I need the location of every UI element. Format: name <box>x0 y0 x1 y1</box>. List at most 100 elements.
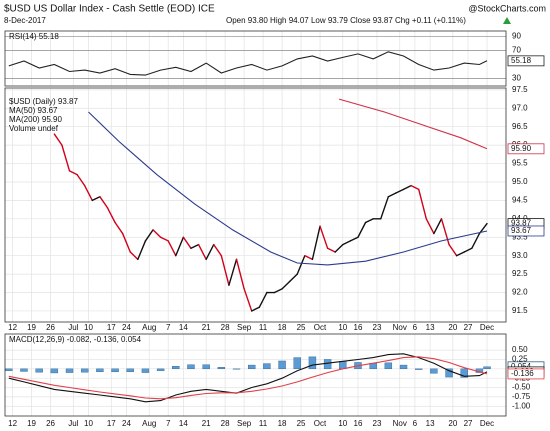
x-tick-label: 19 <box>27 323 36 332</box>
price-segment <box>84 184 93 202</box>
histogram-bar <box>35 368 43 373</box>
x-tick-label: 21 <box>202 323 211 332</box>
quote: Open 93.80 High 94.07 Low 93.79 Close 93… <box>226 16 466 25</box>
price-segment <box>448 243 458 257</box>
value-box <box>507 143 545 155</box>
price-segment <box>418 188 427 220</box>
y-tick-label: 95.0 <box>512 177 528 186</box>
histogram-bar <box>323 359 332 370</box>
value-box-label: 0.054 <box>511 362 532 371</box>
legend-entry: MA(50) 93.67 <box>9 106 58 115</box>
price-segment <box>121 232 131 253</box>
y-tick-label: 91.5 <box>512 306 528 315</box>
x-tick-label: Nov <box>393 419 407 428</box>
price-segment <box>106 207 116 224</box>
price-segment <box>410 184 420 191</box>
price-segment <box>235 258 245 290</box>
x-tick-label: 18 <box>278 323 287 332</box>
price-segment <box>364 218 374 224</box>
panel-legend: MACD(12,26,9) -0.082, -0.136, 0.054 <box>9 335 142 344</box>
x-tick-label: 17 <box>107 419 116 428</box>
x-tick-label: 10 <box>338 323 347 332</box>
x-tick-label: 21 <box>202 419 211 428</box>
x-tick-label: 10 <box>338 419 347 428</box>
price-segment <box>311 225 321 261</box>
y-tick-label: -0.75 <box>512 392 531 401</box>
x-tick-label: Jul <box>68 323 78 332</box>
series-line <box>338 98 488 150</box>
x-tick-label: 7 <box>166 323 171 332</box>
price-segment <box>334 243 344 253</box>
x-tick-label: Oct <box>314 323 327 332</box>
x-tick-label: Sep <box>237 323 252 332</box>
price-segment <box>455 251 465 257</box>
price-segment <box>220 254 230 286</box>
histogram-bar <box>263 363 271 370</box>
price-segment <box>243 288 253 312</box>
price-segment <box>114 221 124 235</box>
x-tick-label: Nov <box>393 323 407 332</box>
x-tick-label: Jul <box>68 419 78 428</box>
price-segment <box>99 196 109 209</box>
price-segment <box>326 247 336 253</box>
date: 8-Dec-2017 <box>4 16 46 25</box>
price-segment <box>205 243 215 261</box>
price-segment <box>463 247 473 253</box>
histogram-bar <box>308 356 317 370</box>
histogram-bar <box>430 368 438 374</box>
x-tick-label: 12 <box>8 419 17 428</box>
price-segment <box>296 254 306 275</box>
y-tick-label: 90 <box>512 31 521 40</box>
x-tick-label: 23 <box>373 323 382 332</box>
x-tick-label: Dec <box>480 323 494 332</box>
series-line <box>8 356 488 400</box>
x-tick-label: 25 <box>297 419 306 428</box>
price-segment <box>91 196 101 202</box>
x-tick-label: 24 <box>122 419 131 428</box>
x-tick-label: 12 <box>8 323 17 332</box>
x-tick-label: 6 <box>413 323 418 332</box>
price-segment <box>273 288 283 294</box>
x-tick-label: 7 <box>166 419 171 428</box>
x-tick-label: 27 <box>464 323 473 332</box>
price-segment <box>433 218 443 235</box>
x-tick-label: 25 <box>297 323 306 332</box>
histogram-bar <box>20 368 28 372</box>
x-tick-label: 13 <box>426 323 435 332</box>
chart-title: $USD US Dollar Index - Cash Settle (EOD)… <box>4 4 215 15</box>
x-tick-label: Sep <box>237 419 252 428</box>
histogram-bar <box>399 364 408 370</box>
y-tick-label: 93.0 <box>512 251 528 260</box>
price-segment <box>342 240 352 246</box>
price-segment <box>152 229 162 238</box>
y-tick-label: 92.0 <box>512 288 528 297</box>
histogram-bar <box>50 368 59 374</box>
value-box-label: 93.87 <box>511 219 532 228</box>
histogram-bar <box>339 361 347 370</box>
price-segment <box>258 291 268 308</box>
series-line <box>8 353 488 403</box>
price-segment <box>425 218 435 235</box>
histogram-bar <box>187 364 195 370</box>
x-tick-label: 11 <box>259 323 268 332</box>
x-tick-label: Oct <box>314 419 327 428</box>
value-box-label: 95.90 <box>511 144 532 153</box>
histogram-bar <box>96 368 104 373</box>
value-box-label: -0.136 <box>511 369 534 378</box>
y-tick-label: 95.5 <box>512 159 528 168</box>
histogram-bar <box>445 368 453 378</box>
y-tick-label: 30 <box>512 74 521 83</box>
price-segment <box>288 273 298 283</box>
x-tick-label: 23 <box>373 419 382 428</box>
price-segment <box>440 218 450 246</box>
histogram-bar <box>141 368 150 373</box>
y-tick-label: 96.5 <box>512 122 528 131</box>
histogram-bar <box>278 360 286 370</box>
credit: @StockCharts.com <box>468 3 546 13</box>
value-box-label: 93.67 <box>511 226 532 235</box>
x-tick-label: 11 <box>259 419 268 428</box>
histogram-bar <box>384 362 393 370</box>
price-segment <box>228 258 238 286</box>
panel-border <box>4 30 507 87</box>
price-segment <box>159 236 169 242</box>
